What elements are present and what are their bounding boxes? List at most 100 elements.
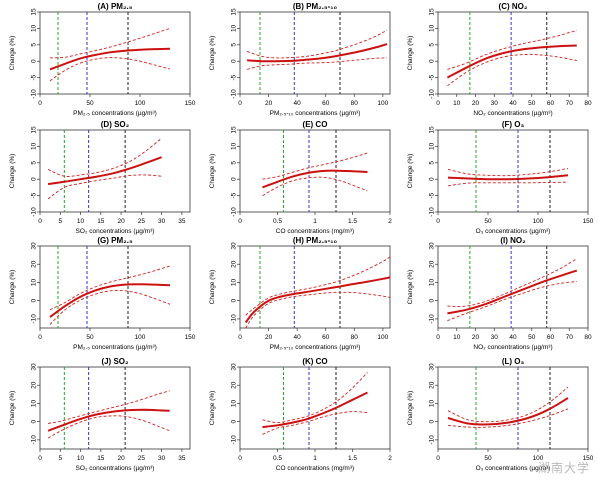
x-tick-label: 80 — [584, 334, 592, 341]
x-tick-label: 40 — [294, 100, 302, 107]
y-tick-label: 0 — [31, 177, 38, 181]
y-tick-label: -10 — [231, 314, 238, 324]
confidence-line-upper — [447, 167, 569, 177]
plot-area — [244, 246, 390, 328]
y-tick-label: -5 — [231, 74, 238, 80]
estimate-line — [47, 156, 162, 186]
y-tick-label: 0 — [231, 59, 238, 63]
x-tick-label: 150 — [185, 100, 196, 107]
y-tick-label: -5 — [231, 192, 238, 198]
x-tick-label: 150 — [583, 455, 594, 462]
y-tick-label: 10 — [31, 278, 38, 286]
y-axis-label: Change (%) — [407, 36, 414, 71]
plot-frame — [437, 366, 589, 450]
y-tick-label: -10 — [231, 435, 238, 445]
x-axis-label: SO₂ concentrations (µg/m³) — [76, 228, 155, 235]
x-tick-label: 80 — [351, 334, 359, 341]
plot-frame — [39, 366, 191, 450]
y-tick-label: 15 — [31, 8, 38, 16]
plot-area — [49, 246, 171, 328]
panel-title: (L) O₃ — [502, 357, 525, 366]
y-axis-label: Change (%) — [209, 391, 216, 426]
y-tick-label: 15 — [31, 126, 38, 134]
x-tick-label: 0 — [436, 100, 440, 107]
x-tick-label: 2 — [388, 218, 392, 225]
confidence-line-lower — [49, 57, 171, 82]
estimate-line — [447, 397, 569, 426]
confidence-line-lower — [47, 174, 162, 200]
y-tick-label: 20 — [231, 260, 238, 268]
y-axis-label: Change (%) — [9, 36, 16, 71]
x-tick-label: 15 — [97, 455, 105, 462]
x-tick-label: 60 — [547, 100, 555, 107]
x-tick-label: 2 — [388, 455, 392, 462]
y-tick-label: 0 — [429, 419, 436, 423]
x-axis-label: PM₂.₅-₁₀ concentrations (µg/m³) — [270, 110, 361, 117]
x-tick-label: 100 — [533, 455, 544, 462]
confidence-line-upper — [49, 265, 171, 311]
x-axis-label: NO₂ concentrations (µg/m³) — [473, 344, 552, 351]
y-tick-label: 30 — [231, 242, 238, 250]
y-tick-label: -5 — [429, 74, 436, 80]
panel-title: (F) O₃ — [502, 120, 525, 129]
x-tick-label: 40 — [294, 334, 302, 341]
y-tick-label: -10 — [429, 314, 436, 324]
y-tick-label: 0 — [31, 59, 38, 63]
y-axis-label: Change (%) — [209, 270, 216, 305]
x-tick-label: 40 — [509, 334, 517, 341]
confidence-line-upper — [49, 27, 171, 59]
confidence-line-upper — [245, 256, 390, 316]
panel-title: (D) SO₂ — [101, 120, 130, 129]
y-axis-label: Change (%) — [9, 391, 16, 426]
panel-e: (E) CO 0 0.5 1 1.5 2 CO concentrations (mg/m³)… — [209, 120, 392, 235]
y-tick-label: 10 — [429, 24, 436, 32]
panel-i: (I) NO₂ 0 10 20 30 40 50 60 70 80 NO₂ concentratio… — [407, 236, 592, 351]
x-tick-label: 30 — [491, 100, 499, 107]
plot-area — [47, 130, 162, 212]
y-tick-label: -10 — [429, 207, 436, 217]
y-tick-label: -10 — [231, 207, 238, 217]
plot-frame — [39, 245, 191, 329]
x-tick-label: 50 — [484, 455, 492, 462]
y-tick-label: 10 — [231, 24, 238, 32]
y-tick-label: 5 — [429, 161, 436, 165]
y-axis-label: Change (%) — [407, 154, 414, 189]
plot-frame — [39, 129, 191, 213]
y-tick-label: 0 — [31, 298, 38, 302]
plot-area — [49, 12, 171, 94]
plot-area — [47, 367, 170, 449]
y-tick-label: -10 — [231, 89, 238, 99]
y-tick-label: -5 — [429, 192, 436, 198]
x-tick-label: 35 — [178, 218, 186, 225]
x-tick-label: 0 — [38, 334, 42, 341]
confidence-line-upper — [447, 386, 569, 423]
x-tick-label: 60 — [547, 334, 555, 341]
x-tick-label: 0 — [238, 455, 242, 462]
x-tick-label: 25 — [138, 455, 146, 462]
y-tick-label: 30 — [231, 363, 238, 371]
x-tick-label: 10 — [77, 455, 85, 462]
x-tick-label: 50 — [86, 100, 94, 107]
y-tick-label: 5 — [31, 43, 38, 47]
estimate-line — [47, 408, 170, 432]
confidence-line-upper — [47, 137, 162, 177]
confidence-line-lower — [447, 281, 577, 322]
x-tick-label: 0 — [238, 334, 242, 341]
confidence-line-lower — [447, 54, 577, 87]
x-tick-label: 20 — [265, 100, 273, 107]
x-tick-label: 5 — [58, 455, 62, 462]
x-tick-label: 0 — [238, 218, 242, 225]
y-tick-label: 5 — [231, 43, 238, 47]
estimate-line — [262, 169, 368, 189]
y-tick-label: 20 — [31, 260, 38, 268]
plot-area — [447, 130, 569, 212]
watermark-logo: 湖南大学 — [537, 461, 590, 475]
x-tick-label: 5 — [58, 218, 62, 225]
confidence-line-lower — [447, 181, 569, 187]
y-tick-label: 0 — [429, 298, 436, 302]
y-tick-label: 10 — [429, 399, 436, 407]
y-axis-label: Change (%) — [407, 391, 414, 426]
